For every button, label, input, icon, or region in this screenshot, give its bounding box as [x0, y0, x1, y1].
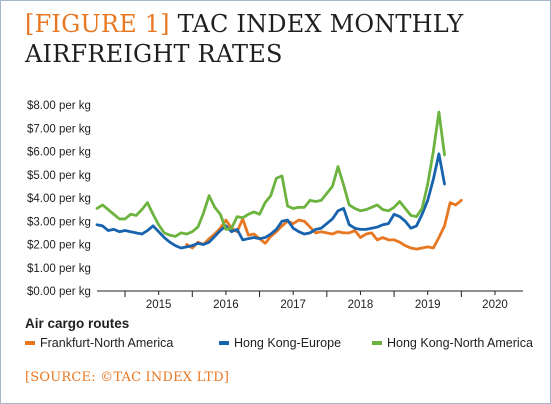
legend-item-frankfurt-north-america: Frankfurt-North America: [25, 335, 173, 351]
series-line-hong-kong-europe: [95, 152, 446, 250]
legend-label-frankfurt-north-america: Frankfurt-North America: [40, 336, 174, 350]
series-line-hong-kong-north-america: [95, 110, 446, 238]
legend-label-hong-kong-north-america: Hong Kong-North America: [387, 336, 533, 350]
y-tick-label: $0.00 per kg: [27, 286, 91, 298]
x-tick-label: 2020: [482, 299, 508, 311]
y-tick-label: $6.00 per kg: [27, 147, 91, 159]
x-tick-label: 2015: [146, 299, 172, 311]
y-tick-label: $5.00 per kg: [27, 170, 91, 182]
legend-swatch-hong-kong-europe: [219, 341, 229, 345]
y-tick-label: $1.00 per kg: [27, 263, 91, 275]
legend-item-hong-kong-north-america: Hong Kong-North America: [372, 335, 533, 351]
legend-title: Air cargo routes: [25, 316, 130, 331]
figure-title: [FIGURE 1] TAC INDEX MONTHLY AIRFREIGHT …: [25, 9, 525, 69]
y-tick-label: $8.00 per kg: [27, 100, 91, 112]
figure-tag: [FIGURE 1]: [25, 10, 170, 38]
y-tick-label: $4.00 per kg: [27, 193, 91, 205]
legend-swatch-hong-kong-north-america: [372, 341, 382, 345]
y-tick-label: $3.00 per kg: [27, 216, 91, 228]
y-tick-label: $7.00 per kg: [27, 123, 91, 135]
x-tick-label: 2018: [348, 299, 374, 311]
source-note: [SOURCE: ©TAC INDEX LTD]: [25, 370, 230, 385]
x-tick-label: 2017: [280, 299, 306, 311]
figure-title-text: TAC INDEX MONTHLY AIRFREIGHT RATES: [25, 10, 464, 68]
legend-label-hong-kong-europe: Hong Kong-Europe: [234, 336, 342, 350]
legend-item-hong-kong-europe: Hong Kong-Europe: [219, 335, 341, 351]
y-tick-label: $2.00 per kg: [27, 240, 91, 252]
x-tick-label: 2019: [415, 299, 441, 311]
x-tick-label: 2016: [213, 299, 239, 311]
legend-swatch-frankfurt-north-america: [25, 341, 35, 345]
